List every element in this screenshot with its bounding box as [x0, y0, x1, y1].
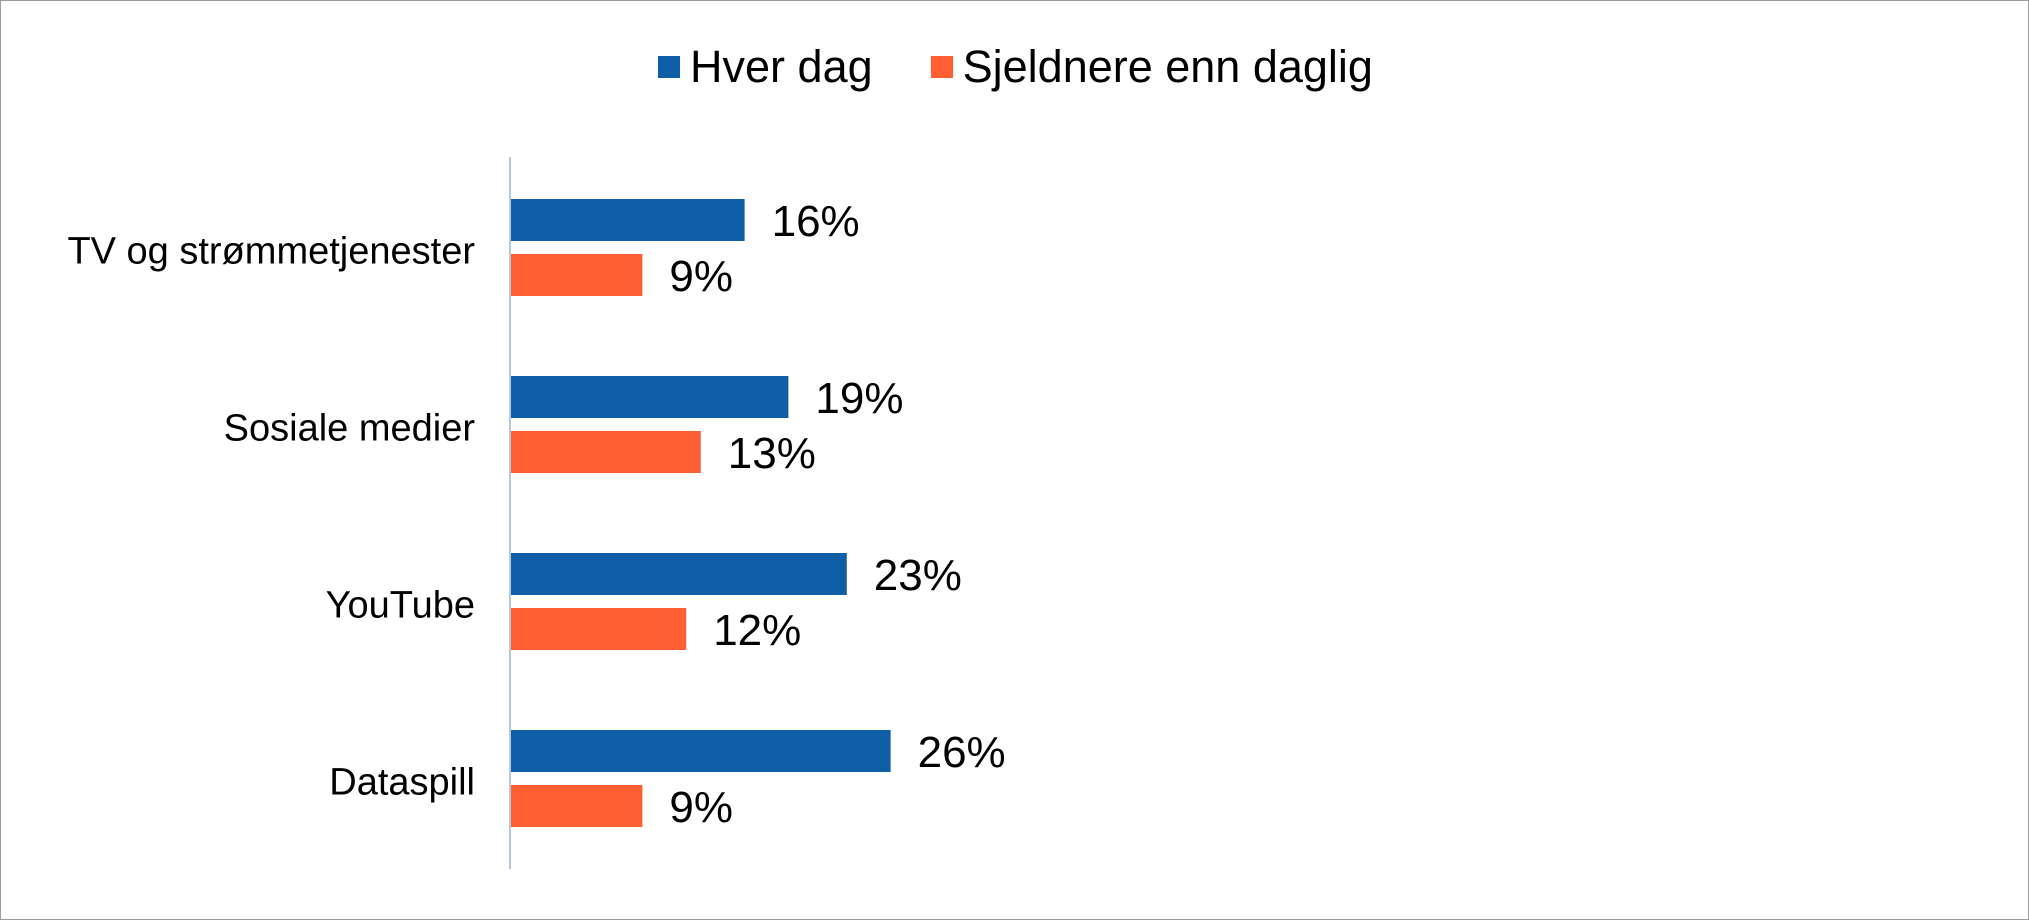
data-label: 9% — [669, 783, 733, 832]
data-label: 9% — [669, 252, 733, 301]
category-label: YouTube — [326, 585, 475, 627]
legend-swatch-sjeldnere — [930, 56, 953, 78]
data-label: 19% — [815, 374, 903, 423]
data-label: 23% — [874, 551, 962, 600]
legend-item-sjeldnere: Sjeldnere enn daglig — [930, 41, 1373, 93]
category-label: Dataspill — [329, 762, 475, 804]
bar — [511, 376, 789, 418]
bar — [511, 431, 701, 473]
legend-swatch-hver-dag — [658, 56, 681, 78]
legend-item-hver-dag: Hver dag — [658, 41, 873, 93]
bar — [511, 553, 847, 595]
data-label: 13% — [728, 429, 816, 478]
data-label: 12% — [713, 606, 801, 655]
legend: Hver dag Sjeldnere enn daglig — [1, 41, 2029, 93]
bar — [511, 730, 891, 772]
data-label: 26% — [918, 728, 1006, 777]
legend-label-hver-dag: Hver dag — [690, 41, 873, 92]
category-label: TV og strømmetjenester — [67, 231, 475, 273]
bar — [511, 199, 745, 241]
bar — [511, 608, 687, 650]
category-label: Sosiale medier — [224, 408, 476, 450]
data-label: 16% — [772, 197, 860, 246]
bar — [511, 254, 643, 296]
legend-label-sjeldnere: Sjeldnere enn daglig — [962, 41, 1373, 92]
bar — [511, 785, 643, 827]
